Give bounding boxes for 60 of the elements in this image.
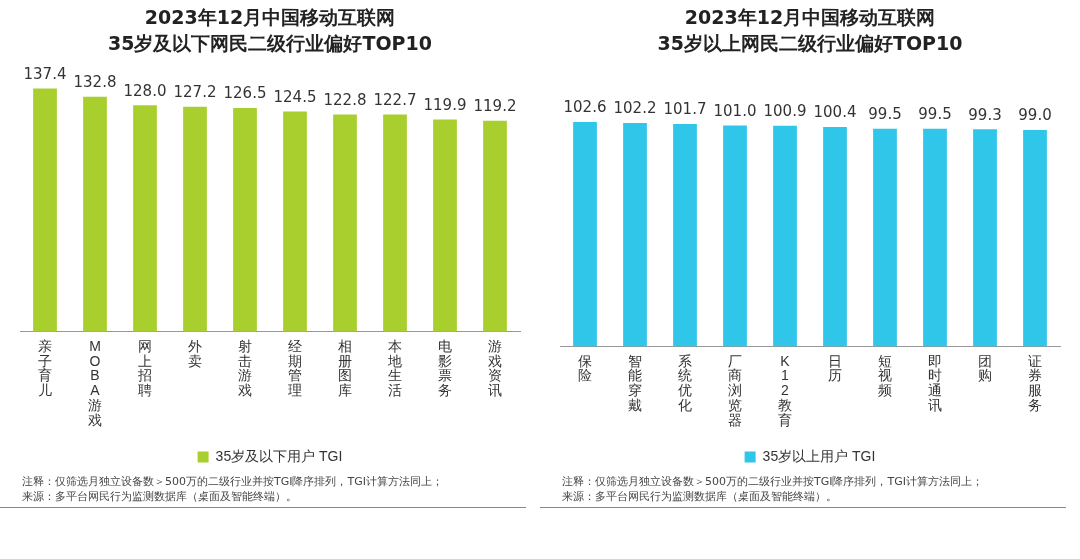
source-note: 来源：多平台网民行为监测数据库（桌面及智能终端）。 <box>562 489 838 504</box>
data-label: 99.5 <box>918 105 952 124</box>
data-label: 102.6 <box>563 98 607 117</box>
x-tick-label: 网上招聘 <box>137 338 152 399</box>
text: 注释：仅筛选月独立设备数＞500万的二级行业并按TGI降序排列，TGI计算方法同上； <box>562 474 984 489</box>
data-label: 127.2 <box>173 83 217 102</box>
data-label: 132.8 <box>73 73 117 92</box>
x-tick-label: 相册图库 <box>338 338 352 399</box>
x-tick-label: K12教育 <box>778 352 792 428</box>
data-label: 99.0 <box>1018 106 1052 125</box>
bar <box>283 111 307 332</box>
data-label: 126.5 <box>223 84 267 103</box>
x-tick-label: 经期管理 <box>288 338 302 399</box>
x-tick-label: 亲子育儿 <box>38 338 52 399</box>
x-tick-label: 游戏资讯 <box>488 338 502 399</box>
x-tick-label: 电影票务 <box>438 338 452 399</box>
chart-subtitle: 35岁以上网民二级行业偏好TOP10 <box>656 31 964 56</box>
chart-title: 2023年12月中国移动互联网 <box>143 5 397 30</box>
x-tick-label: 本地生活 <box>387 338 402 399</box>
data-label: 124.5 <box>273 87 317 106</box>
bar <box>433 119 457 332</box>
data-label: 119.9 <box>423 95 467 114</box>
x-tick-label: 短视频 <box>878 352 892 399</box>
data-label: 122.8 <box>323 90 367 109</box>
bar <box>33 88 57 332</box>
x-tick-label: 厂商浏览器 <box>728 352 742 428</box>
x-tick-label: 即时通讯 <box>928 352 942 413</box>
data-label: 102.2 <box>613 99 657 118</box>
data-label: 128.0 <box>123 81 167 100</box>
legend-label: 35岁以上用户 TGI <box>762 447 876 464</box>
x-tick-label: 保险 <box>578 352 592 384</box>
x-tick-label: 射击游戏 <box>238 338 252 399</box>
bar <box>133 105 157 332</box>
data-label: 99.5 <box>868 105 902 124</box>
chart-subtitle: 35岁及以下网民二级行业偏好TOP10 <box>107 31 433 56</box>
x-tick-label: 团购 <box>978 352 992 384</box>
x-tick-label: 系统优化 <box>678 352 692 413</box>
x-tick-label: MOBA游戏 <box>88 338 102 428</box>
bar <box>83 96 107 332</box>
data-label: 100.9 <box>763 102 807 121</box>
x-tick-label: 日历 <box>828 352 842 384</box>
data-label: 99.3 <box>968 105 1002 124</box>
bar <box>183 106 207 332</box>
bar <box>383 114 407 332</box>
bar <box>333 114 357 332</box>
legend-label: 35岁及以下用户 TGI <box>215 447 343 464</box>
data-label: 101.7 <box>663 100 707 119</box>
bar <box>233 107 257 332</box>
chart-title: 2023年12月中国移动互联网 <box>683 5 937 30</box>
data-label: 119.2 <box>473 97 517 116</box>
bar <box>483 120 507 332</box>
data-label: 100.4 <box>813 103 857 122</box>
data-label: 137.4 <box>23 64 67 83</box>
text: 注释：仅筛选月独立设备数＞500万的二级行业并按TGI降序排列，TGI计算方法同上； <box>22 474 444 489</box>
x-tick-label: 智能穿戴 <box>628 352 642 413</box>
source-note: 来源：多平台网民行为监测数据库（桌面及智能终端）。 <box>22 489 298 504</box>
x-tick-label: 外卖 <box>188 338 202 369</box>
x-tick-label: 证券服务 <box>1028 352 1042 413</box>
data-label: 101.0 <box>713 101 757 120</box>
data-label: 122.7 <box>373 91 417 110</box>
